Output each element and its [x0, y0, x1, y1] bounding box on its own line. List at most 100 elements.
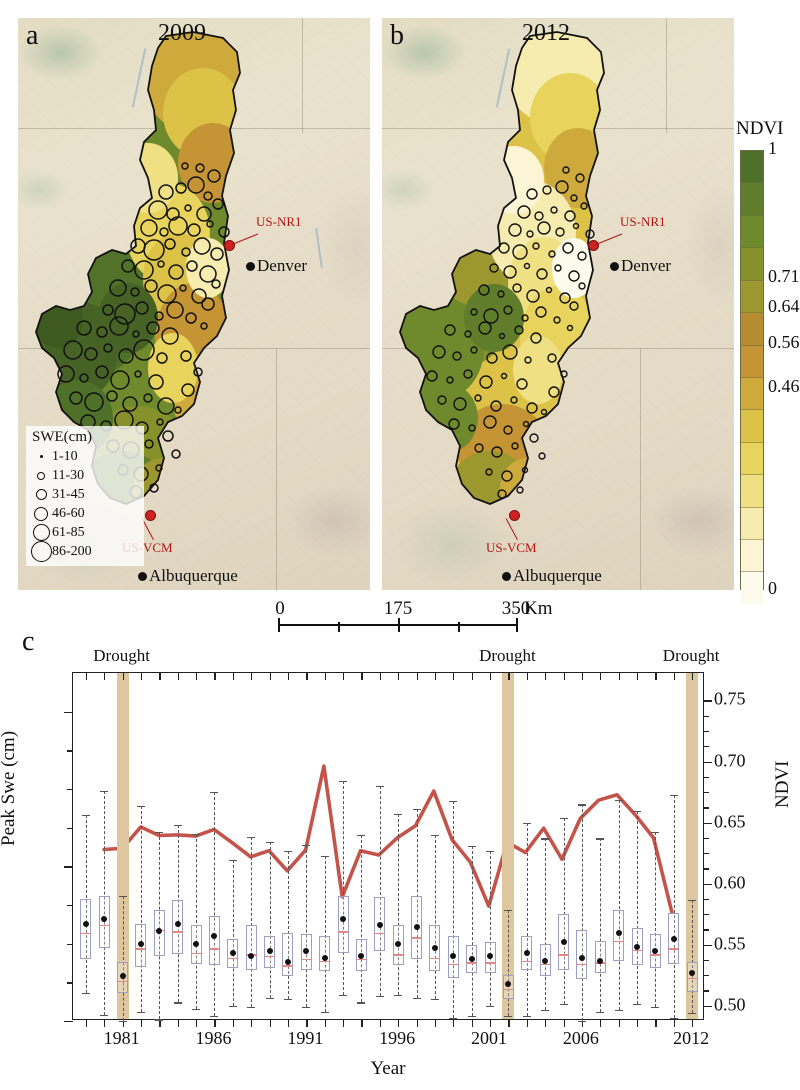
- swe-legend-label: 46-60: [52, 505, 85, 521]
- y-tick-right: [703, 868, 709, 870]
- y-tick-right: [703, 883, 712, 885]
- box-median: [539, 963, 551, 966]
- y-tick-label-right: 0.50: [714, 994, 746, 1015]
- box-whisker: [490, 850, 492, 1006]
- x-tick-top: [416, 673, 418, 680]
- x-tick-label: 1996: [379, 1028, 416, 1048]
- box-whisker-cap: [633, 810, 642, 812]
- box-mean-dot: [248, 953, 255, 960]
- box-whisker-cap: [375, 785, 384, 787]
- basin-ndvi-2012: [399, 31, 605, 505]
- box-median: [98, 925, 110, 927]
- site-marker-us-nr1[interactable]: [224, 240, 235, 251]
- box-whisker-cap: [320, 1011, 329, 1013]
- box-whisker: [251, 836, 253, 1008]
- x-tick: [508, 1019, 510, 1027]
- box-median: [80, 932, 92, 935]
- swe-circle-icon: [30, 471, 52, 480]
- x-tick-top: [232, 673, 235, 680]
- box-whisker-cap: [614, 1010, 623, 1012]
- scalebar-tick: [398, 618, 401, 632]
- colorbar-band: [741, 572, 763, 604]
- box-median: [429, 957, 441, 959]
- box-whisker-cap: [522, 823, 531, 825]
- y-tick-left: [67, 789, 73, 791]
- box-iqr: [245, 925, 257, 970]
- box-iqr: [172, 900, 184, 955]
- box-whisker-cap: [302, 844, 311, 846]
- x-tick: [471, 1019, 473, 1027]
- box-mean-dot: [174, 920, 181, 927]
- box-whisker-cap: [265, 841, 274, 843]
- box-whisker: [306, 844, 308, 1008]
- state-boundary: [302, 18, 303, 133]
- city-dot-icon: [138, 571, 147, 581]
- scalebar-label-175: 175: [383, 598, 413, 619]
- site-marker-us-vcm[interactable]: [145, 510, 156, 521]
- drought-band: [686, 673, 699, 1019]
- x-tick-top: [637, 673, 639, 680]
- box-whisker-cap: [357, 1002, 366, 1004]
- x-tick-top: [490, 673, 492, 680]
- x-tick-top: [600, 673, 602, 680]
- site-marker-us-nr1[interactable]: [588, 240, 599, 251]
- y-tick-right: [703, 746, 709, 748]
- box-whisker-cap: [100, 1014, 109, 1016]
- box-whisker-cap: [541, 838, 550, 840]
- chart-panel-timeseries: c Peak Swe (cm) NDVI Year Drought Drought…: [0, 620, 800, 1090]
- box-median: [374, 932, 386, 935]
- x-tick-top: [434, 673, 437, 680]
- box-iqr: [337, 895, 349, 953]
- box-whisker-cap: [688, 1013, 697, 1015]
- box-iqr: [594, 940, 606, 974]
- box-median: [319, 960, 331, 962]
- panel-title-2009: 2009: [158, 20, 206, 46]
- panel-letter-c: c: [22, 626, 35, 657]
- drought-band: [502, 673, 515, 1019]
- box-whisker: [379, 785, 381, 997]
- box-whisker-cap: [192, 1008, 201, 1010]
- x-tick-label: 2012: [673, 1028, 710, 1048]
- box-whisker-cap: [577, 1021, 586, 1023]
- site-label-us-nr1: US-NR1: [256, 214, 302, 229]
- city-albuquerque: Albuquerque: [138, 566, 238, 586]
- x-tick-top: [692, 673, 694, 680]
- box-whisker-cap: [559, 1003, 568, 1006]
- box-median: [668, 948, 680, 950]
- x-tick-top: [287, 673, 290, 680]
- swe-station-circles: [426, 166, 595, 499]
- site-marker-us-vcm[interactable]: [509, 510, 520, 521]
- swe-legend-label: 31-45: [52, 486, 85, 502]
- map-scalebar: 0 175 350 Km: [275, 598, 553, 642]
- box-whisker: [85, 815, 87, 994]
- y-tick-right: [703, 731, 709, 733]
- colorbar-tick-label: 0: [768, 578, 777, 598]
- box-iqr: [282, 932, 294, 977]
- box-whisker-cap: [192, 833, 201, 835]
- x-tick-top: [618, 673, 620, 680]
- colorbar-band: [741, 540, 763, 573]
- x-tick: [104, 1019, 106, 1027]
- ndvi-colorbar: [740, 150, 764, 604]
- colorbar-band: [741, 313, 763, 346]
- box-whisker: [453, 801, 455, 1018]
- box-mean-dot: [652, 948, 659, 955]
- box-whisker: [508, 909, 510, 1017]
- scalebar-tick: [338, 622, 341, 632]
- x-tick-top: [379, 673, 381, 680]
- city-dot-icon: [502, 571, 511, 581]
- x-tick: [581, 1019, 584, 1027]
- box-mean-dot: [321, 954, 328, 961]
- box-median: [117, 980, 129, 983]
- box-median: [521, 960, 533, 962]
- x-tick: [692, 1019, 694, 1027]
- x-tick-top: [508, 673, 510, 680]
- colorbar-band: [741, 507, 763, 541]
- box-mean-dot: [689, 970, 696, 977]
- box-mean-dot: [156, 928, 163, 935]
- box-whisker: [545, 838, 547, 1011]
- box-whisker: [471, 846, 473, 1017]
- y-tick-right: [703, 959, 709, 962]
- y-axis-label-right: NDVI: [772, 760, 793, 809]
- y-tick-left: [67, 905, 73, 907]
